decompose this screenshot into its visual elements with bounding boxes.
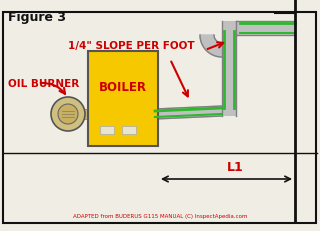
Bar (222, 21, 236, 116)
Circle shape (51, 97, 85, 131)
Circle shape (58, 104, 78, 124)
Polygon shape (200, 35, 222, 57)
Bar (236, 21, 295, 35)
Bar (88, 51, 158, 146)
Bar (100, 126, 114, 134)
Bar (122, 126, 136, 134)
Text: BOILER: BOILER (99, 81, 147, 94)
Text: OIL BURNER: OIL BURNER (8, 79, 79, 89)
Text: 1/4" SLOPE PER FOOT: 1/4" SLOPE PER FOOT (68, 41, 195, 51)
Polygon shape (155, 106, 222, 119)
Text: ADAPTED from BUDERUS G115 MANUAL (C) InspectApedia.com: ADAPTED from BUDERUS G115 MANUAL (C) Ins… (73, 214, 247, 219)
Bar (80, 109, 88, 119)
Text: Figure 3: Figure 3 (8, 11, 66, 24)
Text: L1: L1 (227, 161, 244, 174)
